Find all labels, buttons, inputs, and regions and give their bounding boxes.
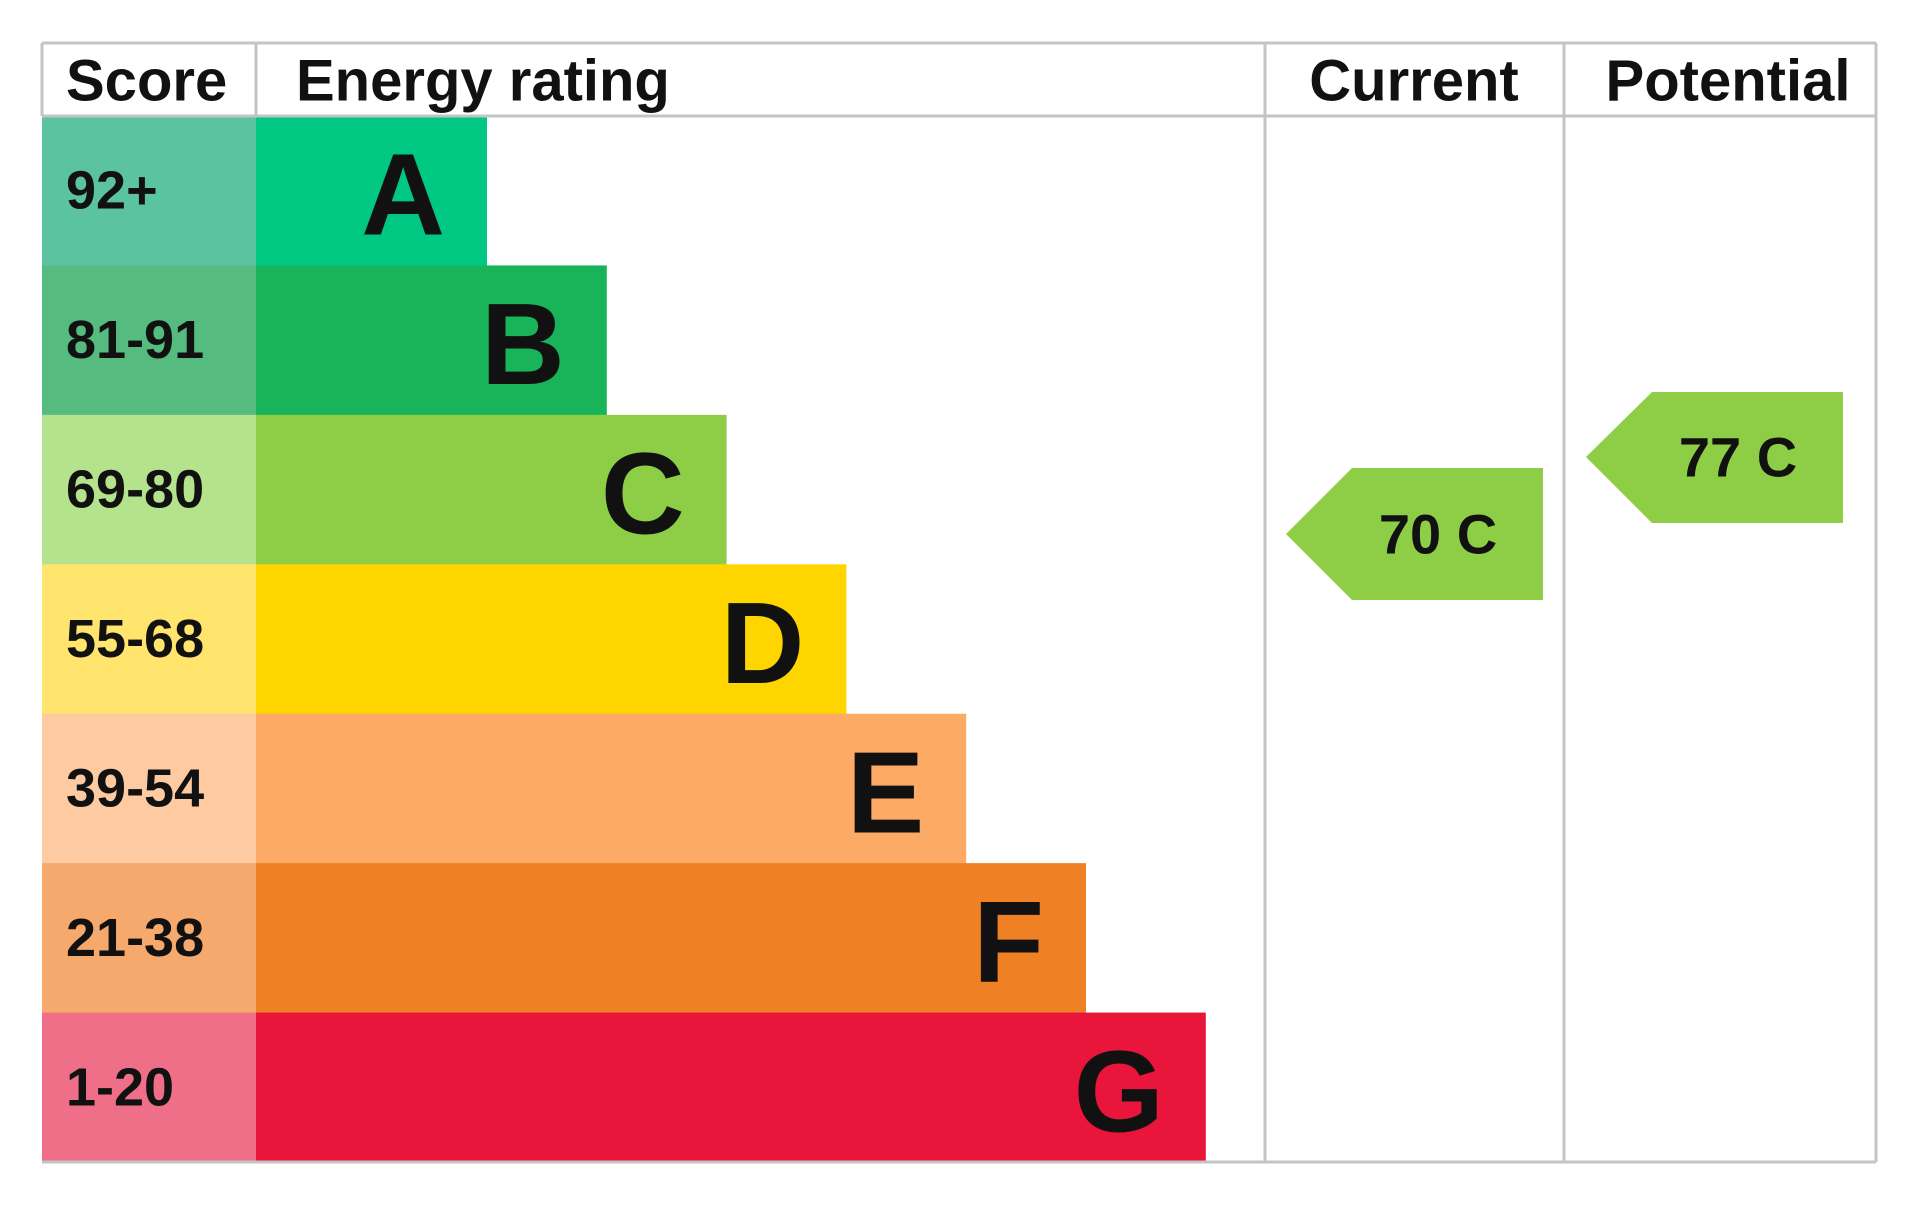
score-label: 81-91 — [66, 310, 204, 370]
header-potential: Potential — [1606, 49, 1851, 114]
rating-bar — [256, 1012, 1206, 1163]
bands: 92+ A 81-91 B 69-80 C 55-68 D 39-54 E 21-38 F 1-20 G — [42, 116, 1206, 1163]
score-label: 21-38 — [66, 908, 204, 968]
rating-letter: G — [1074, 1026, 1164, 1156]
header-score: Score — [66, 49, 227, 114]
rating-bar — [256, 414, 727, 565]
score-cell — [42, 564, 256, 715]
potential-label: 77 C — [1679, 426, 1797, 489]
potential-arrow — [1586, 392, 1843, 523]
score-cell — [42, 116, 256, 266]
header-current: Current — [1309, 49, 1518, 114]
score-label: 69-80 — [66, 460, 204, 520]
rating-bar — [256, 116, 487, 266]
score-cell — [42, 713, 256, 864]
rating-letter: A — [361, 130, 445, 260]
header-energy-rating: Energy rating — [296, 49, 670, 114]
rating-letter: C — [601, 429, 685, 559]
rating-bar — [256, 863, 1086, 1014]
score-cell — [42, 414, 256, 565]
rating-bar — [256, 265, 607, 416]
current-label: 70 C — [1379, 503, 1497, 566]
rating-letter: F — [973, 877, 1044, 1007]
rating-letter: E — [847, 727, 924, 857]
rating-bar — [256, 713, 967, 864]
current-arrow — [1286, 468, 1543, 600]
score-cell — [42, 1012, 256, 1163]
rating-letter: B — [481, 279, 565, 409]
score-label: 39-54 — [66, 758, 204, 818]
rating-bar — [256, 564, 847, 715]
score-label: 55-68 — [66, 609, 204, 669]
score-cell — [42, 863, 256, 1014]
score-cell — [42, 265, 256, 416]
score-label: 92+ — [66, 161, 158, 221]
rating-letter: D — [721, 578, 805, 708]
score-label: 1-20 — [66, 1057, 174, 1117]
